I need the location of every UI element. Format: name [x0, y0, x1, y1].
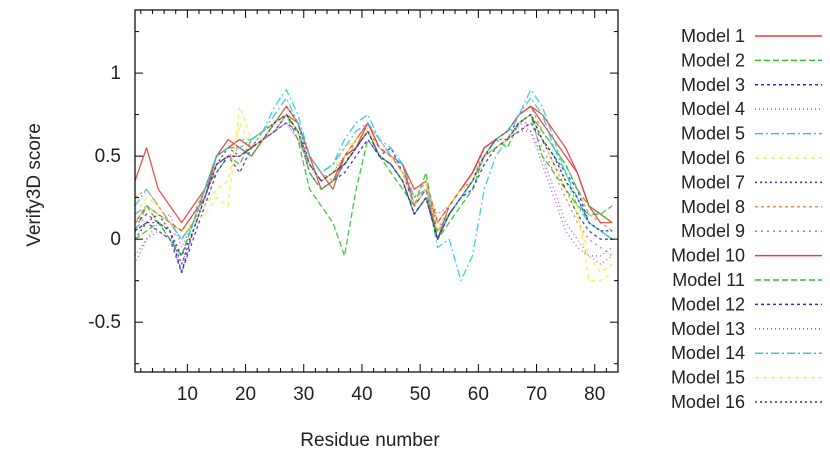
x-tick-label: 40	[351, 384, 372, 405]
y-tick-label: 0.5	[95, 146, 121, 167]
legend-label-model-9: Model 9	[681, 221, 745, 241]
plot-lines	[135, 89, 613, 282]
legend-label-model-1: Model 1	[681, 26, 745, 46]
x-tick-label: 70	[526, 384, 547, 405]
series-line-model-12	[135, 113, 613, 274]
y-axis-title: Verify3D score	[24, 123, 45, 247]
series-line-model-16	[135, 113, 613, 257]
legend-label-model-3: Model 3	[681, 75, 745, 95]
x-tick-label: 60	[468, 384, 489, 405]
legend: Model 1 Model 2 Model 3 Model 4 Model 5 Model…	[671, 26, 822, 412]
legend-label-model-15: Model 15	[671, 368, 745, 388]
legend-label-model-14: Model 14	[671, 343, 745, 363]
legend-label-model-12: Model 12	[671, 294, 745, 314]
series-line-model-4	[135, 122, 613, 265]
x-tick-label: 80	[584, 384, 605, 405]
legend-label-model-4: Model 4	[681, 99, 745, 119]
legend-label-model-2: Model 2	[681, 50, 745, 70]
y-tick-label: 1	[110, 63, 121, 84]
legend-label-model-6: Model 6	[681, 148, 745, 168]
x-tick-labels: 10 20 30 40 50 60 70 80	[177, 384, 605, 405]
x-tick-label: 30	[293, 384, 314, 405]
legend-label-model-5: Model 5	[681, 124, 745, 144]
y-tick-labels: -0.5 0 0.5 1	[88, 63, 121, 333]
x-axis-title: Residue number	[300, 430, 440, 451]
series-line-model-14	[135, 97, 613, 240]
legend-label-model-13: Model 13	[671, 319, 745, 339]
plot-frame	[134, 9, 619, 373]
series-line-model-13	[135, 122, 613, 265]
legend-label-model-16: Model 16	[671, 392, 745, 412]
legend-label-model-7: Model 7	[681, 172, 745, 192]
series-line-model-2	[135, 113, 613, 257]
legend-label-model-10: Model 10	[671, 246, 745, 266]
legend-label-model-11: Model 11	[672, 270, 745, 290]
x-tick-label: 10	[177, 384, 198, 405]
x-tick-label: 20	[235, 384, 256, 405]
y-tick-label: -0.5	[88, 312, 121, 333]
axis-ticks	[135, 10, 619, 372]
series-line-model-1	[135, 105, 613, 224]
legend-label-model-8: Model 8	[681, 197, 745, 217]
y-tick-label: 0	[110, 229, 121, 250]
x-tick-label: 50	[410, 384, 431, 405]
